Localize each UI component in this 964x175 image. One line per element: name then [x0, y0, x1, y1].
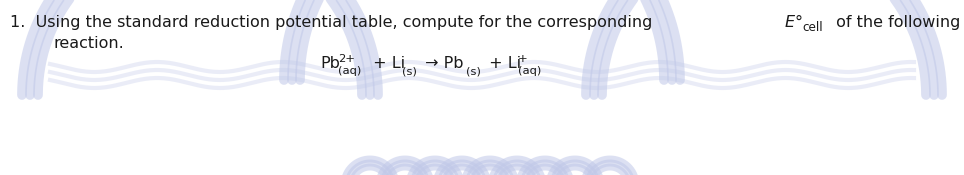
Text: reaction.: reaction.	[53, 36, 123, 51]
Text: of the following: of the following	[831, 15, 960, 30]
Text: + Li: + Li	[484, 56, 522, 71]
Text: + Li: + Li	[368, 56, 405, 71]
Text: 2+: 2+	[338, 54, 355, 64]
Text: cell: cell	[802, 21, 822, 34]
Text: (s): (s)	[402, 66, 417, 76]
Text: Pb: Pb	[320, 56, 340, 71]
Text: $\it{E}$°: $\it{E}$°	[784, 13, 803, 30]
Text: → Pb: → Pb	[420, 56, 464, 71]
Text: (s): (s)	[466, 66, 481, 76]
Text: (aq): (aq)	[338, 66, 362, 76]
Text: 1.  Using the standard reduction potential table, compute for the corresponding: 1. Using the standard reduction potentia…	[10, 15, 657, 30]
Text: (aq): (aq)	[518, 66, 542, 76]
Text: +: +	[518, 54, 527, 64]
